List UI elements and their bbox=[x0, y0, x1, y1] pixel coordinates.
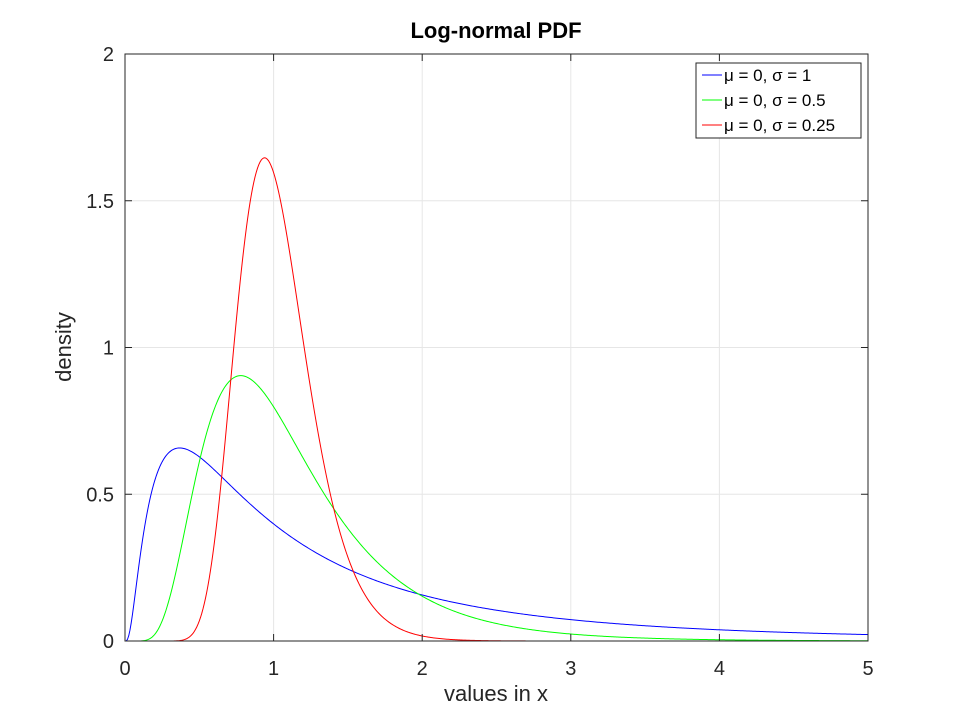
y-tick-label: 0.5 bbox=[86, 484, 114, 506]
y-tick-label: 1 bbox=[103, 338, 114, 360]
x-axis-label: values in x bbox=[444, 681, 548, 706]
legend-box bbox=[695, 62, 862, 139]
x-tick-label: 4 bbox=[714, 658, 725, 680]
x-tick-label: 3 bbox=[565, 658, 576, 680]
y-tick-label: 1.5 bbox=[86, 191, 114, 213]
legend-label-sigma-0-25: μ = 0, σ = 0.25 bbox=[724, 116, 835, 135]
grid-lines bbox=[125, 54, 868, 641]
chart-title: Log-normal PDF bbox=[410, 18, 581, 43]
y-tick-label: 2 bbox=[103, 44, 114, 66]
legend-label-sigma-0-5: μ = 0, σ = 0.5 bbox=[724, 91, 826, 110]
series-line-sigma-0-5 bbox=[125, 375, 869, 642]
x-tick-label: 5 bbox=[862, 658, 873, 680]
x-tick-label: 2 bbox=[417, 658, 428, 680]
y-tick-label: 0 bbox=[103, 631, 114, 653]
x-tick-label: 1 bbox=[268, 658, 279, 680]
x-tick-label: 0 bbox=[119, 658, 130, 680]
series-line-sigma-1 bbox=[124, 447, 869, 642]
y-axis-label: density bbox=[51, 312, 76, 382]
axis-ticks: 0 1 2 3 4 5 0 0.5 1 1.5 2 bbox=[86, 44, 873, 680]
legend-label-sigma-1: μ = 0, σ = 1 bbox=[724, 66, 811, 85]
legend: μ = 0, σ = 1 μ = 0, σ = 0.5 μ = 0, σ = 0… bbox=[695, 62, 862, 139]
